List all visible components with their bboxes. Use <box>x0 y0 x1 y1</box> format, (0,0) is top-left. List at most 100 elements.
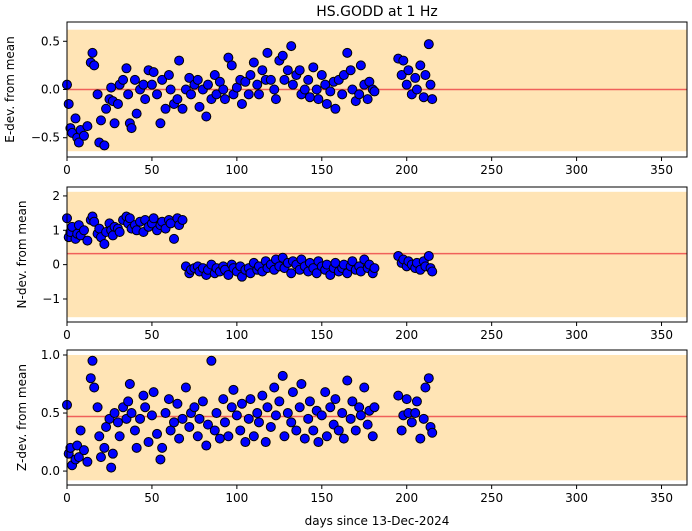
x-tick-label: 0 <box>63 491 71 505</box>
data-point <box>286 41 297 52</box>
data-point <box>350 425 361 436</box>
data-point <box>423 39 434 50</box>
data-point <box>411 84 422 95</box>
x-tick-label: 50 <box>144 163 159 177</box>
data-point <box>148 387 159 398</box>
data-point <box>192 74 203 85</box>
data-point <box>411 396 422 407</box>
data-point <box>313 94 324 105</box>
data-point <box>253 89 264 100</box>
y-tick-label: 0.5 <box>41 34 60 48</box>
data-point <box>260 437 271 448</box>
data-point <box>235 425 246 436</box>
data-point <box>112 417 123 428</box>
data-point <box>420 382 431 393</box>
data-point <box>87 47 98 58</box>
data-point <box>398 55 409 66</box>
data-point <box>393 390 404 401</box>
data-point <box>223 269 234 280</box>
x-tick-label: 150 <box>310 163 333 177</box>
data-point <box>330 394 341 405</box>
data-point <box>355 60 366 71</box>
data-point <box>231 410 242 421</box>
data-point <box>316 70 327 81</box>
data-point <box>146 410 157 421</box>
data-point <box>427 266 438 277</box>
data-point <box>396 70 407 81</box>
data-point <box>277 50 288 61</box>
data-point <box>78 445 89 456</box>
data-point <box>197 396 208 407</box>
data-point <box>282 65 293 76</box>
data-point <box>223 431 234 442</box>
data-point <box>286 268 297 279</box>
data-point <box>228 384 239 395</box>
y-tick-label: 0.0 <box>41 464 60 478</box>
data-point <box>270 94 281 105</box>
data-point <box>148 213 159 224</box>
data-point <box>248 431 259 442</box>
y-tick-label: −1 <box>42 292 60 306</box>
data-point <box>226 402 237 413</box>
data-point <box>174 433 185 444</box>
x-tick-label: 250 <box>480 491 503 505</box>
data-point <box>165 84 176 95</box>
data-point <box>82 121 93 132</box>
data-point <box>82 235 93 246</box>
data-point <box>123 89 134 100</box>
data-point <box>72 440 83 451</box>
data-point <box>347 84 358 95</box>
data-point <box>152 89 163 100</box>
data-point <box>85 373 96 384</box>
data-point <box>308 62 319 73</box>
data-point <box>129 74 140 85</box>
data-point <box>236 98 247 109</box>
std-band <box>67 354 687 481</box>
data-point <box>192 431 203 442</box>
data-point <box>354 402 365 413</box>
data-point <box>202 79 213 90</box>
data-point <box>257 390 268 401</box>
data-point <box>325 86 336 97</box>
data-point <box>94 431 105 442</box>
data-point <box>206 355 217 366</box>
data-point <box>347 256 358 267</box>
data-point <box>194 101 205 112</box>
data-point <box>282 408 293 419</box>
y-tick-label: 2 <box>52 189 60 203</box>
data-point <box>311 268 322 279</box>
data-point <box>401 79 412 90</box>
data-point <box>114 227 125 237</box>
y-axis-label: N-dev. from mean <box>15 201 29 309</box>
data-point <box>262 402 273 413</box>
data-point <box>99 140 110 151</box>
data-point <box>218 84 229 95</box>
data-point <box>211 408 222 419</box>
axes-frame <box>66 186 688 323</box>
data-point <box>95 452 106 463</box>
data-point <box>209 70 220 81</box>
data-point <box>131 108 142 119</box>
data-point <box>427 94 438 105</box>
data-point <box>279 74 290 85</box>
data-point <box>303 413 314 424</box>
data-point <box>73 452 84 463</box>
data-point <box>299 433 310 444</box>
data-point <box>140 94 151 105</box>
data-point <box>92 402 103 413</box>
data-point <box>423 251 434 262</box>
data-point <box>63 98 74 109</box>
data-point <box>107 448 118 459</box>
data-point <box>236 398 247 409</box>
data-point <box>157 442 168 453</box>
data-point <box>243 413 254 424</box>
data-point <box>99 239 110 250</box>
data-point <box>296 379 307 390</box>
data-point <box>269 382 280 393</box>
data-point <box>401 394 412 405</box>
data-point <box>248 57 259 68</box>
data-point <box>369 402 380 413</box>
data-point <box>184 421 195 432</box>
x-tick-label: 200 <box>395 328 418 342</box>
